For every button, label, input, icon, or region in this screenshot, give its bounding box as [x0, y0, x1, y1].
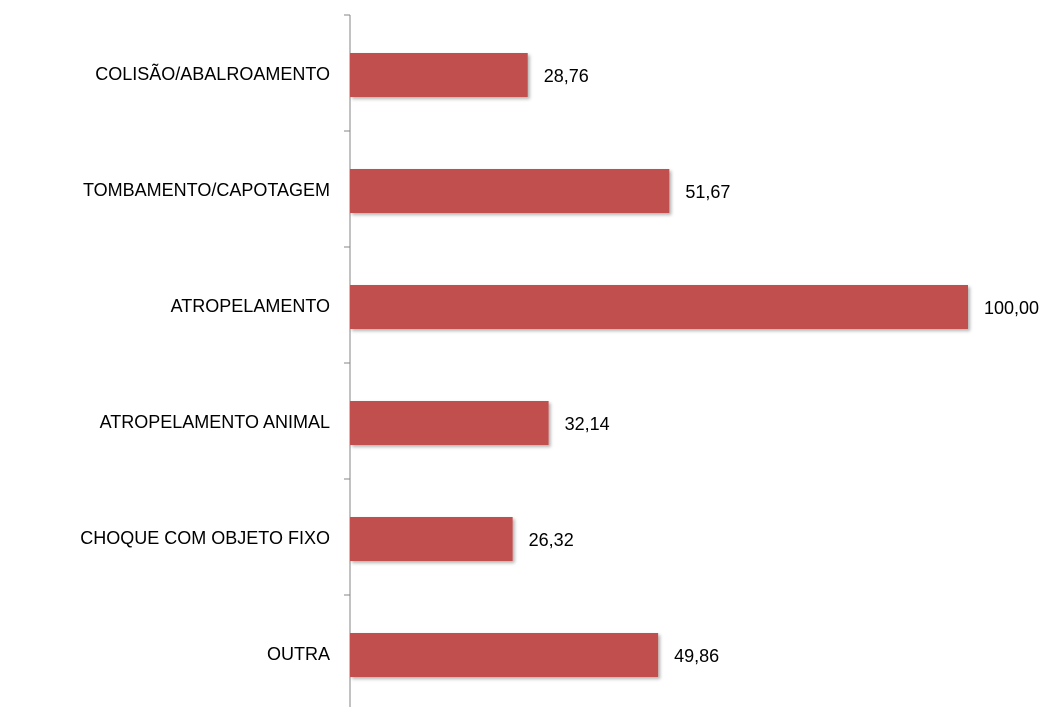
bar	[350, 285, 968, 329]
value-label: 28,76	[544, 66, 589, 86]
y-tick-label: ATROPELAMENTO	[171, 296, 330, 316]
y-tick-label: COLISÃO/ABALROAMENTO	[95, 63, 330, 84]
y-tick-label: TOMBAMENTO/CAPOTAGEM	[83, 180, 330, 200]
bar	[350, 633, 659, 677]
y-tick-label: CHOQUE COM OBJETO FIXO	[80, 528, 330, 548]
value-label: 32,14	[565, 414, 610, 434]
bar	[350, 517, 513, 561]
value-label: 49,86	[674, 646, 719, 666]
value-label: 51,67	[685, 182, 730, 202]
bar	[350, 53, 528, 97]
bar	[350, 401, 549, 445]
y-tick-label: OUTRA	[267, 644, 330, 664]
value-label: 100,00	[984, 298, 1039, 318]
value-label: 26,32	[529, 530, 574, 550]
y-tick-label: ATROPELAMENTO ANIMAL	[100, 412, 330, 432]
bar	[350, 169, 670, 213]
